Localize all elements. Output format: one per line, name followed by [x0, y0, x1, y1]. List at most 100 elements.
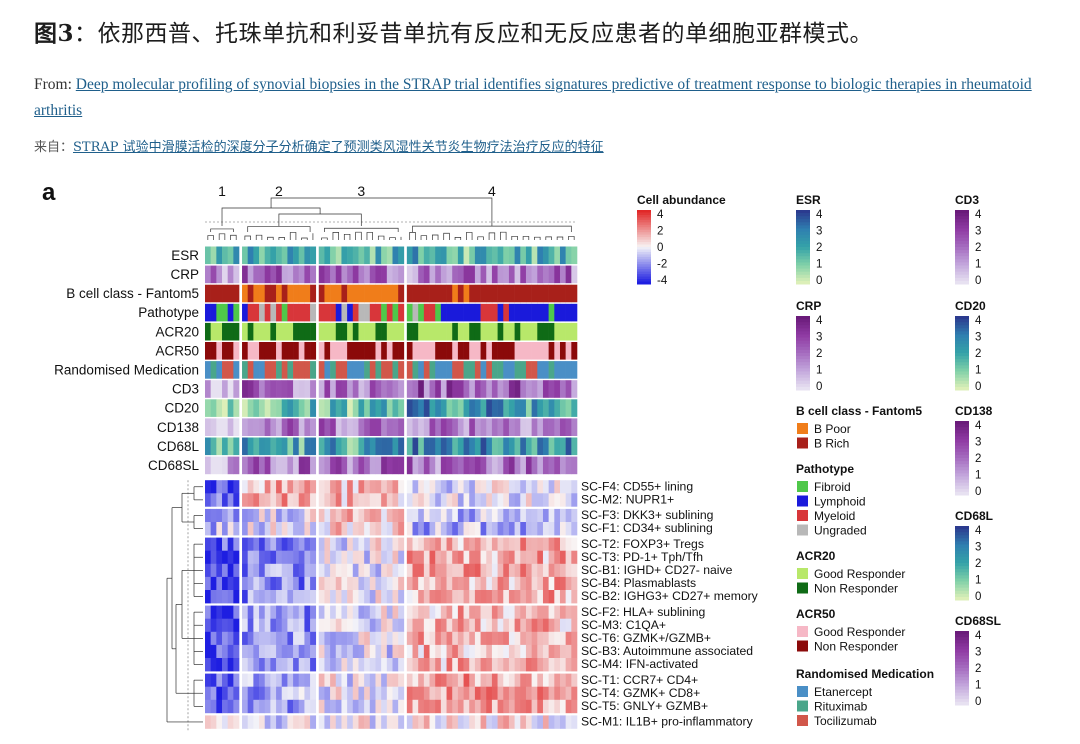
annotation-cell: [429, 380, 436, 398]
annotation-cell: [571, 284, 578, 303]
heatmap-cell: [386, 715, 393, 729]
annotation-cell: [412, 456, 419, 475]
annotation-cell: [222, 418, 228, 436]
heatmap-cell: [486, 618, 493, 633]
heatmap-cell: [486, 563, 493, 578]
dendrogram-leaf-branch: [255, 234, 263, 240]
heatmap-cell: [358, 493, 365, 507]
annotation-cell: [548, 418, 555, 436]
legend-crp-gradient-step: [796, 356, 810, 360]
heatmap-cell: [508, 537, 515, 551]
heatmap-cell: [364, 605, 371, 619]
heatmap-cell: [542, 537, 549, 551]
heatmap-cell: [565, 658, 572, 672]
heatmap-cell: [440, 493, 447, 507]
annotation-cell: [392, 418, 399, 436]
heatmap-cell: [463, 605, 470, 619]
annotation-cell: [392, 380, 399, 398]
heatmap-cell: [571, 699, 578, 714]
annotation-cell: [281, 342, 288, 360]
heatmap-cell: [554, 715, 561, 729]
heatmap-row-label: SC-M1: IL1B+ pro-inflammatory: [581, 715, 754, 729]
heatmap-cell: [210, 550, 217, 565]
heatmap-cell: [559, 658, 566, 672]
heatmap-cell: [503, 522, 510, 536]
annotation-cell: [542, 456, 549, 475]
heatmap-cell: [525, 686, 532, 701]
annotation-cell: [548, 361, 555, 379]
heatmap-cell: [398, 658, 405, 672]
annotation-cell: [525, 322, 532, 341]
annotation-cell: [369, 380, 376, 398]
heatmap-cell: [293, 522, 300, 536]
heatmap-cell: [227, 631, 234, 646]
heatmap-cell: [233, 537, 240, 551]
heatmap-cell: [497, 605, 504, 619]
annotation-cell: [276, 322, 283, 341]
annotation-cell: [554, 265, 561, 284]
annotation-cell: [480, 342, 487, 360]
annotation-cell: [341, 303, 348, 322]
heatmap-cell: [423, 658, 430, 672]
source-article-link[interactable]: Deep molecular profiling of synovial bio…: [34, 76, 1032, 119]
heatmap-cell: [508, 699, 515, 714]
heatmap-cell: [531, 618, 538, 633]
annotation-cell: [486, 246, 493, 265]
heatmap-cell: [347, 508, 354, 523]
heatmap-cell: [276, 644, 283, 659]
heatmap-cell: [276, 618, 283, 633]
heatmap-cell: [463, 673, 470, 687]
annotation-cell: [412, 361, 419, 379]
annotation-cell: [335, 265, 342, 284]
heatmap-cell: [264, 644, 271, 659]
annotation-cell: [565, 246, 572, 265]
heatmap-cell: [216, 550, 223, 565]
heatmap-cell: [531, 508, 538, 523]
heatmap-cell: [406, 686, 413, 701]
annotation-cell: [375, 456, 382, 475]
annotation-cell: [210, 380, 217, 398]
annotation-cell: [446, 303, 453, 322]
annotation-cell: [392, 456, 399, 475]
annotation-cell: [508, 342, 515, 360]
annotation-cell: [503, 303, 510, 322]
annotation-cell: [330, 456, 337, 475]
heatmap-cell: [222, 576, 228, 591]
source-article-link-chinese[interactable]: STRAP 试验中滑膜活检的深度分子分析确定了预测类风湿性关节炎生物疗法治疗反应…: [73, 140, 604, 155]
heatmap-cell: [474, 699, 481, 714]
heatmap-cell: [276, 522, 283, 536]
annotation-cell: [352, 303, 359, 322]
heatmap-cell: [537, 686, 544, 701]
heatmap-cell: [537, 631, 544, 646]
heatmap-cell: [227, 563, 234, 578]
heatmap-cell: [270, 644, 277, 659]
heatmap-cell: [548, 480, 555, 494]
heatmap-cell: [364, 563, 371, 578]
annotation-cell: [474, 342, 481, 360]
heatmap-cell: [525, 493, 532, 507]
annotation-cell: [406, 418, 413, 436]
annotation-cell: [486, 399, 493, 417]
legend-cd20-tick: 0: [975, 381, 981, 393]
heatmap-cell: [525, 699, 532, 714]
heatmap-cell: [281, 644, 288, 659]
heatmap-cell: [486, 480, 493, 494]
heatmap-cell: [412, 590, 419, 604]
heatmap-cell: [330, 563, 337, 578]
heatmap-cell: [554, 590, 561, 604]
annotation-cell: [435, 456, 442, 475]
heatmap-cell: [264, 686, 271, 701]
annotation-cell: [559, 418, 566, 436]
annotation-cell: [364, 361, 371, 379]
heatmap-cell: [281, 576, 288, 591]
annotation-cell: [446, 284, 453, 303]
heatmap-cell: [571, 480, 578, 494]
heatmap-cell: [435, 550, 442, 565]
annotation-cell: [514, 418, 521, 436]
annotation-cell: [347, 284, 354, 303]
legend-cd138-gradient-step: [955, 454, 969, 459]
heatmap-cell: [276, 658, 283, 672]
annotation-row: [205, 361, 578, 379]
heatmap-cell: [463, 563, 470, 578]
heatmap-cell: [520, 644, 527, 659]
